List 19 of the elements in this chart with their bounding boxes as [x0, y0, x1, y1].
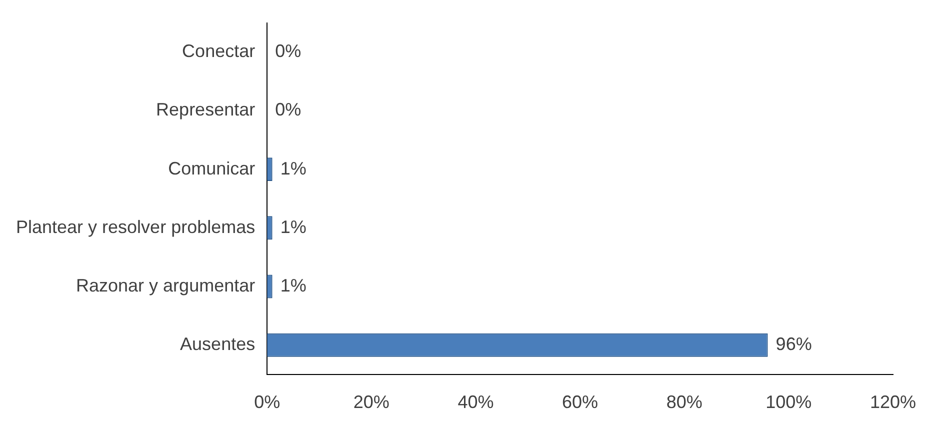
x-tick-label: 0% [254, 392, 280, 412]
y-tick-label: Conectar [182, 41, 256, 62]
data-label: 1% [280, 158, 306, 178]
x-tick-label: 60% [562, 392, 598, 412]
x-tick-label: 120% [870, 392, 916, 412]
data-label: 96% [776, 334, 812, 354]
data-label: 0% [275, 100, 302, 120]
x-tick-label: 80% [666, 392, 702, 412]
y-tick-label: Razonar y argumentar [76, 275, 256, 296]
y-tick-label: Comunicar [168, 158, 256, 178]
y-tick-label: Plantear y resolver problemas [16, 216, 256, 237]
data-label: 1% [280, 216, 306, 237]
x-tick-label: 20% [353, 392, 390, 412]
data-label: 1% [280, 275, 306, 296]
y-tick-label: Ausentes [180, 334, 256, 354]
y-tick-label: Representar [156, 100, 256, 120]
x-tick-label: 40% [458, 392, 494, 412]
x-tick-label: 100% [766, 392, 812, 412]
data-label: 0% [275, 41, 302, 62]
